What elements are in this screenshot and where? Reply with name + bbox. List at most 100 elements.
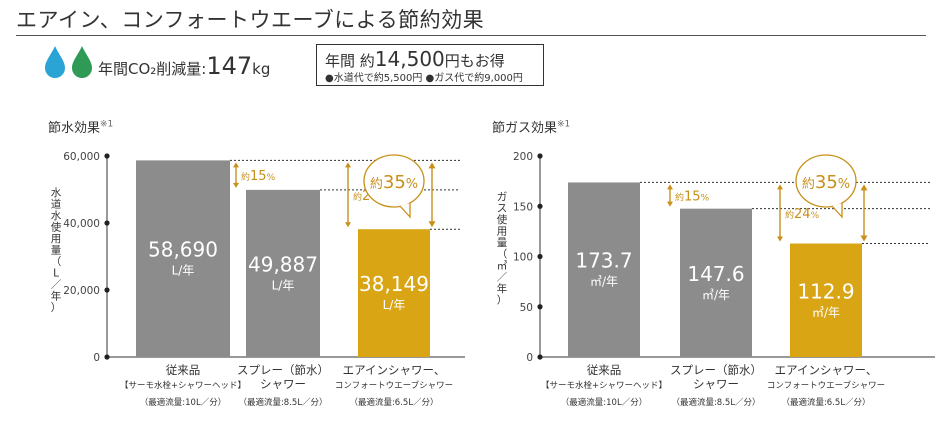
water-y-axis-label-char: 用: [51, 233, 62, 245]
gas-reduction-prefix: 約: [675, 192, 684, 204]
co2-label: 年間CO₂削減量:: [98, 60, 207, 78]
gas-bar-value-label: 112.9: [797, 279, 854, 303]
gas-total-unit: %: [838, 177, 850, 192]
savings-suffix: 円もお得: [444, 52, 505, 70]
water-drops: [44, 45, 93, 83]
water-savings-note: ●水道代で約5,500円: [325, 73, 423, 84]
gas-y-axis-label-char: 用: [497, 226, 508, 238]
gas-y-tick-dot: [537, 253, 543, 260]
gas-bar-unit-label: ㎥/年: [590, 275, 618, 289]
gas-y-tick-label: 0: [526, 352, 533, 364]
gas-reduction-unit: %: [811, 211, 820, 221]
gas-reduction-value: 24: [794, 207, 811, 222]
gas-reduction-arrowhead: [777, 184, 783, 190]
gas-y-tick-dot: [537, 203, 543, 209]
water-category-sub: コンフォートウエーブシャワー: [335, 380, 453, 391]
water-category-flow: （最適流量:10L／分）: [140, 397, 226, 408]
water-y-axis-label-char: L: [53, 268, 59, 280]
water-y-axis-label-char: 使: [51, 221, 62, 234]
water-bar-value-label: 58,690: [148, 238, 218, 262]
gas-y-axis-label-char: （: [497, 249, 508, 261]
gas-bar-value-label: 173.7: [575, 249, 632, 273]
gas-y-tick-dot: [537, 354, 543, 360]
water-total-prefix: 約: [370, 177, 383, 192]
page-title: エアイン、コンフォートウエーブによる節約効果: [16, 8, 485, 32]
water-y-axis-label-char: 道: [51, 198, 62, 211]
gas-y-axis-label-char: ㎥: [497, 259, 508, 272]
annual-savings-box: 年間 約14,500円もお得 ●水道代で約5,500円 ●ガス代で約9,000円: [316, 44, 544, 86]
gas-y-axis-label-char: ）: [497, 295, 508, 307]
gas-category-flow: （最適流量:8.5L／分）: [671, 397, 760, 408]
water-y-tick-label: 60,000: [63, 151, 100, 163]
water-category-flow: （最適流量:8.5L／分）: [238, 397, 327, 408]
gas-bar-2: [680, 208, 752, 357]
gas-bar-unit-label: ㎥/年: [812, 305, 840, 319]
gas-category-name: エアインシャワー、: [775, 363, 878, 377]
savings-amount: 14,500: [374, 47, 445, 71]
water-chart-title: 節水効果※1: [48, 117, 113, 136]
water-total-value: 35: [383, 172, 406, 193]
water-y-axis-label-char: （: [51, 256, 62, 268]
gas-reduction-prefix: 約: [785, 209, 794, 221]
gas-reduction-arrowhead: [667, 184, 673, 190]
gas-y-tick-dot: [537, 153, 543, 159]
gas-category-flow: （最適流量:10L／分）: [561, 397, 647, 408]
water-y-axis-label: 水道水使用量（ L ／年）: [51, 187, 62, 314]
water-chart-title-text: 節水効果: [48, 121, 101, 136]
water-category-name: エアインシャワー、: [343, 363, 446, 377]
gas-reduction-label: 約24%: [785, 207, 820, 222]
gas-y-axis-label-char: ス: [497, 203, 508, 215]
water-category-sub: 【サーモ水栓+シャワーヘッド】: [120, 380, 246, 391]
gas-reduction-value: 15: [684, 190, 701, 205]
water-y-axis-label-char: 量: [51, 245, 62, 257]
gas-category-sub: 【サーモ水栓+シャワーヘッド】: [541, 380, 667, 391]
water-bar-3: [358, 229, 430, 357]
water-y-tick-dot: [104, 220, 110, 226]
gas-savings-note: ●ガス代で約9,000円: [425, 73, 523, 84]
gas-reduction-unit: %: [701, 194, 710, 204]
water-category-flow: （最適流量:6.5L／分）: [349, 397, 438, 408]
blue-drop-icon: [45, 46, 65, 78]
gas-total-bubble-tail: [831, 203, 843, 219]
water-y-axis-label-char: ／: [51, 279, 62, 291]
gas-y-tick-label: 200: [513, 151, 533, 163]
water-saving-chart: 0 20,000 40,000 60,000 水道水使用量（ L ／年） 58,690 L/年 4…: [51, 151, 465, 408]
gas-bar-value-label: 147.6: [687, 262, 744, 286]
gas-y-axis-label-char: ／: [497, 272, 508, 284]
gas-total-bubble: [795, 154, 857, 208]
water-chart-footnote-mark: ※1: [100, 119, 114, 130]
water-reduction-arrowhead: [233, 162, 239, 168]
gas-category-name: 従来品: [587, 363, 622, 377]
water-reduction-arrowhead: [345, 162, 351, 168]
water-y-tick-label: 0: [93, 352, 100, 364]
gas-total-reduction-label: 約35%: [802, 172, 850, 193]
water-reduction-value: 15: [250, 169, 267, 184]
water-y-tick-dot: [104, 287, 110, 293]
gas-y-tick-dot: [537, 304, 543, 310]
gas-chart-title-text: 節ガス効果: [492, 121, 558, 136]
gas-category-sub: コンフォートウエーブシャワー: [767, 380, 885, 391]
water-total-bubble-tail: [399, 203, 411, 219]
water-total-reduction-label: 約35%: [370, 172, 418, 193]
water-category-sub: シャワー: [260, 377, 306, 391]
gas-chart-footnote-mark: ※1: [557, 119, 571, 130]
co2-reduction: 年間CO₂削減量:147kg: [98, 52, 270, 80]
water-total-arrowhead: [428, 162, 436, 169]
water-reduction-prefix: 約: [353, 191, 362, 203]
water-category-name: スプレー（節水）: [237, 363, 329, 377]
water-reduction-prefix: 約: [241, 171, 250, 183]
water-y-axis-label-char: ）: [51, 302, 62, 314]
water-reduction-arrowhead: [345, 222, 351, 228]
water-y-tick-label: 40,000: [63, 218, 100, 230]
water-total-unit: %: [406, 177, 418, 192]
gas-y-tick-label: 100: [513, 252, 533, 264]
gas-reduction-arrowhead: [777, 236, 783, 242]
water-y-tick-dot: [104, 354, 110, 360]
gas-saving-chart: 0 50 100 150 200 ガス使用量（㎥／年） 173.7 ㎥/年 147.6 ㎥/年 11…: [497, 151, 935, 408]
water-bar-1: [136, 160, 230, 357]
water-y-tick-label: 20,000: [63, 285, 100, 297]
water-total-arrowhead: [428, 221, 436, 228]
water-reduction-arrowhead: [233, 182, 239, 188]
green-drop-icon: [72, 46, 93, 78]
gas-category-name: スプレー（節水）: [670, 363, 762, 377]
